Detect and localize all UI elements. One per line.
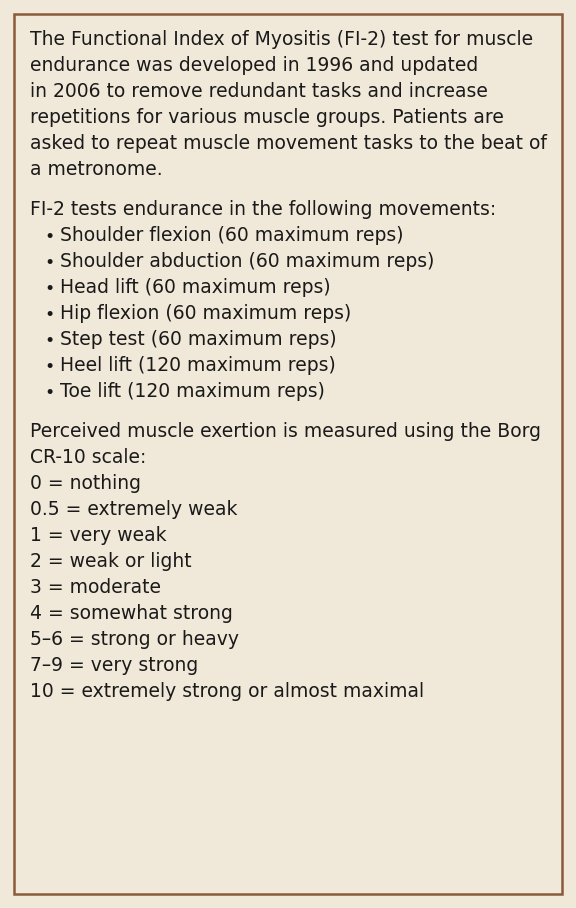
Text: 0.5 = extremely weak: 0.5 = extremely weak bbox=[30, 500, 237, 519]
Text: •: • bbox=[44, 358, 54, 376]
Text: The Functional Index of Myositis (FI-2) test for muscle: The Functional Index of Myositis (FI-2) … bbox=[30, 30, 533, 49]
Text: Shoulder abduction (60 maximum reps): Shoulder abduction (60 maximum reps) bbox=[60, 252, 434, 271]
Text: Step test (60 maximum reps): Step test (60 maximum reps) bbox=[60, 330, 336, 349]
Text: FI-2 tests endurance in the following movements:: FI-2 tests endurance in the following mo… bbox=[30, 200, 497, 219]
Text: Shoulder flexion (60 maximum reps): Shoulder flexion (60 maximum reps) bbox=[60, 226, 404, 245]
Text: 3 = moderate: 3 = moderate bbox=[30, 578, 161, 597]
Text: 7–9 = very strong: 7–9 = very strong bbox=[30, 656, 198, 675]
Text: •: • bbox=[44, 254, 54, 272]
Text: Perceived muscle exertion is measured using the Borg: Perceived muscle exertion is measured us… bbox=[30, 422, 541, 441]
Text: •: • bbox=[44, 280, 54, 298]
Text: •: • bbox=[44, 384, 54, 402]
Text: repetitions for various muscle groups. Patients are: repetitions for various muscle groups. P… bbox=[30, 108, 504, 127]
Text: 2 = weak or light: 2 = weak or light bbox=[30, 552, 192, 571]
Text: •: • bbox=[44, 228, 54, 246]
Text: Head lift (60 maximum reps): Head lift (60 maximum reps) bbox=[60, 278, 331, 297]
Text: 10 = extremely strong or almost maximal: 10 = extremely strong or almost maximal bbox=[30, 682, 424, 701]
Text: Toe lift (120 maximum reps): Toe lift (120 maximum reps) bbox=[60, 382, 325, 401]
Text: •: • bbox=[44, 332, 54, 350]
Text: CR-10 scale:: CR-10 scale: bbox=[30, 448, 146, 467]
Text: Heel lift (120 maximum reps): Heel lift (120 maximum reps) bbox=[60, 356, 336, 375]
Text: asked to repeat muscle movement tasks to the beat of: asked to repeat muscle movement tasks to… bbox=[30, 134, 547, 153]
Text: 5–6 = strong or heavy: 5–6 = strong or heavy bbox=[30, 630, 239, 649]
Text: 4 = somewhat strong: 4 = somewhat strong bbox=[30, 604, 233, 623]
Text: in 2006 to remove redundant tasks and increase: in 2006 to remove redundant tasks and in… bbox=[30, 82, 488, 101]
Text: endurance was developed in 1996 and updated: endurance was developed in 1996 and upda… bbox=[30, 56, 478, 75]
Text: Hip flexion (60 maximum reps): Hip flexion (60 maximum reps) bbox=[60, 304, 351, 323]
Text: a metronome.: a metronome. bbox=[30, 160, 162, 179]
FancyBboxPatch shape bbox=[14, 14, 562, 894]
Text: 0 = nothing: 0 = nothing bbox=[30, 474, 141, 493]
Text: 1 = very weak: 1 = very weak bbox=[30, 526, 166, 545]
Text: •: • bbox=[44, 306, 54, 324]
